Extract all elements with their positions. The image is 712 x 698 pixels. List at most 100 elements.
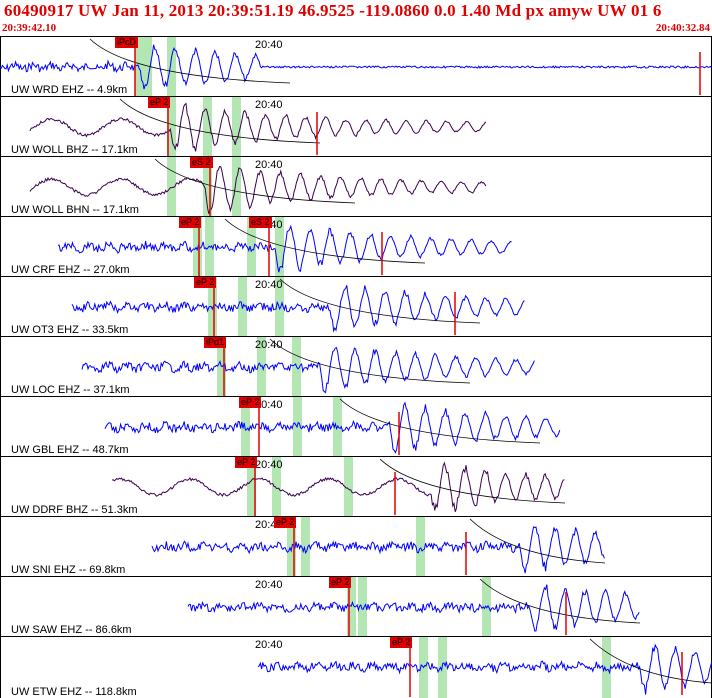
seismogram [104, 397, 561, 456]
phase-pick-label[interactable]: eP 2 [390, 637, 413, 648]
time-window [247, 457, 256, 516]
seismogram [151, 517, 606, 576]
waveform [29, 165, 487, 214]
waveform [29, 102, 487, 152]
trace-row[interactable]: 20:40 eP 2 UW GBL EHZ -- 48.7km [0, 396, 712, 456]
waveform [57, 224, 512, 273]
seismogram [111, 457, 566, 516]
phase-pick-label[interactable]: eP 2 [235, 457, 258, 468]
coda-curve [154, 158, 356, 204]
phase-pick-label[interactable]: iPcD [115, 37, 139, 48]
station-label: UW GBL EHZ -- 48.7km [10, 444, 130, 456]
coda-curve [339, 398, 541, 444]
waveform [71, 285, 525, 333]
time-tick-label: 20:40 [255, 579, 283, 591]
time-start: 20:39:42.10 [2, 22, 57, 34]
time-window [602, 637, 611, 698]
station-label: UW ETW EHZ -- 118.8km [10, 686, 138, 698]
station-label: UW LOC EHZ -- 37.1km [10, 384, 131, 396]
waveform [151, 526, 605, 574]
time-window [257, 337, 266, 396]
time-window [232, 157, 241, 216]
trace-row[interactable]: 20:40 eP 2 UW SAW EHZ -- 86.6km [0, 576, 712, 636]
time-window [232, 97, 241, 156]
trace-row[interactable]: 20:40 eP 2 UW ETW EHZ -- 118.8km [0, 636, 712, 698]
time-tick-label: 20:40 [255, 399, 283, 411]
coda-curve [279, 278, 481, 324]
station-label: UW WOLL BHZ -- 17.1km [10, 144, 139, 156]
seismogram [57, 217, 512, 276]
seismogram [29, 157, 487, 216]
time-tick-label: 20:40 [255, 279, 283, 291]
time-window [482, 577, 491, 636]
phase-pick-label[interactable]: iPd1 [204, 337, 227, 348]
waveform [104, 401, 561, 454]
time-tick-label: 20:40 [255, 39, 283, 51]
time-window [167, 97, 176, 156]
time-window [193, 217, 202, 276]
station-label: UW SNI EHZ -- 69.8km [10, 564, 127, 576]
time-window [344, 457, 353, 516]
frame-left [0, 36, 1, 698]
event-title: 60490917 UW Jan 11, 2013 20:39:51.19 46.… [4, 1, 662, 20]
trace-row[interactable]: 20:40 iPcD UW WRD EHZ -- 4.9km [0, 36, 712, 96]
time-window [358, 577, 367, 636]
time-window [167, 157, 176, 216]
time-tick-label: 20:40 [255, 159, 283, 171]
phase-pick-label[interactable]: eP 2 [194, 277, 217, 288]
trace-row[interactable]: 20:40 eP 2 UW OT3 EHZ -- 33.5km [0, 276, 712, 336]
waveform [0, 44, 712, 90]
time-window [208, 277, 217, 336]
time-tick-label: 20:40 [255, 639, 283, 651]
trace-row[interactable]: 20:40 eP 2 UW DDRF BHZ -- 51.3km [0, 456, 712, 516]
time-tick-label: 20:40 [255, 339, 283, 351]
time-window [275, 217, 284, 276]
coda-curve [469, 518, 606, 564]
waveform [111, 461, 565, 512]
time-window [135, 37, 144, 96]
time-window [241, 397, 250, 456]
trace-row[interactable]: 20:40 eP 2 UW SNI EHZ -- 69.8km [0, 516, 712, 576]
phase-pick-label[interactable]: eP 2 [179, 217, 202, 228]
waveform [257, 643, 712, 695]
time-tick-label: 20:40 [255, 459, 283, 471]
time-window [301, 517, 310, 576]
coda-curve [269, 338, 471, 384]
seismogram [81, 337, 535, 396]
time-window [203, 157, 212, 216]
phase-pick-label[interactable]: eP 2 [148, 97, 171, 108]
seismogram [29, 97, 487, 156]
time-window [247, 217, 256, 276]
coda-curve [589, 638, 712, 684]
time-window [143, 37, 152, 96]
coda-curve [119, 98, 321, 144]
trace-row[interactable]: 20:40 eP 2 UW WOLL BHZ -- 17.1km [0, 96, 712, 156]
time-tick-label: 20:40 [255, 99, 283, 111]
phase-pick-label[interactable]: eP 2 [239, 397, 262, 408]
time-window [275, 277, 284, 336]
seismogram [71, 277, 525, 336]
station-label: UW OT3 EHZ -- 33.5km [10, 324, 130, 336]
station-label: UW WRD EHZ -- 4.9km [10, 84, 129, 96]
trace-panel[interactable]: 20:40 iPcD UW WRD EHZ -- 4.9km 20:40 eP 2 UW … [0, 36, 712, 698]
station-label: UW CRF EHZ -- 27.0km [10, 264, 131, 276]
coda-curve [89, 38, 291, 84]
time-window [272, 457, 281, 516]
station-label: UW DDRF BHZ -- 51.3km [10, 504, 139, 516]
time-window [203, 97, 212, 156]
trace-row[interactable]: 20:40 eS 2 UW WOLL BHN -- 17.1km [0, 156, 712, 216]
trace-row[interactable]: 20:40 iPd1 UW LOC EHZ -- 37.1km [0, 336, 712, 396]
phase-pick-label[interactable]: eS 2 [190, 157, 213, 168]
time-window [416, 517, 425, 576]
station-label: UW WOLL BHN -- 17.1km [10, 204, 140, 216]
phase-pick-label[interactable]: eS 2 [249, 217, 272, 228]
time-window [167, 37, 176, 96]
time-end: 20:40:32.84 [655, 22, 710, 34]
phase-pick-label[interactable]: eP 2 [329, 577, 352, 588]
phase-pick-label[interactable]: eP 2 [274, 517, 297, 528]
seismogram [0, 37, 712, 96]
waveform [187, 584, 640, 632]
coda-curve [379, 458, 566, 504]
waveform [81, 346, 535, 394]
